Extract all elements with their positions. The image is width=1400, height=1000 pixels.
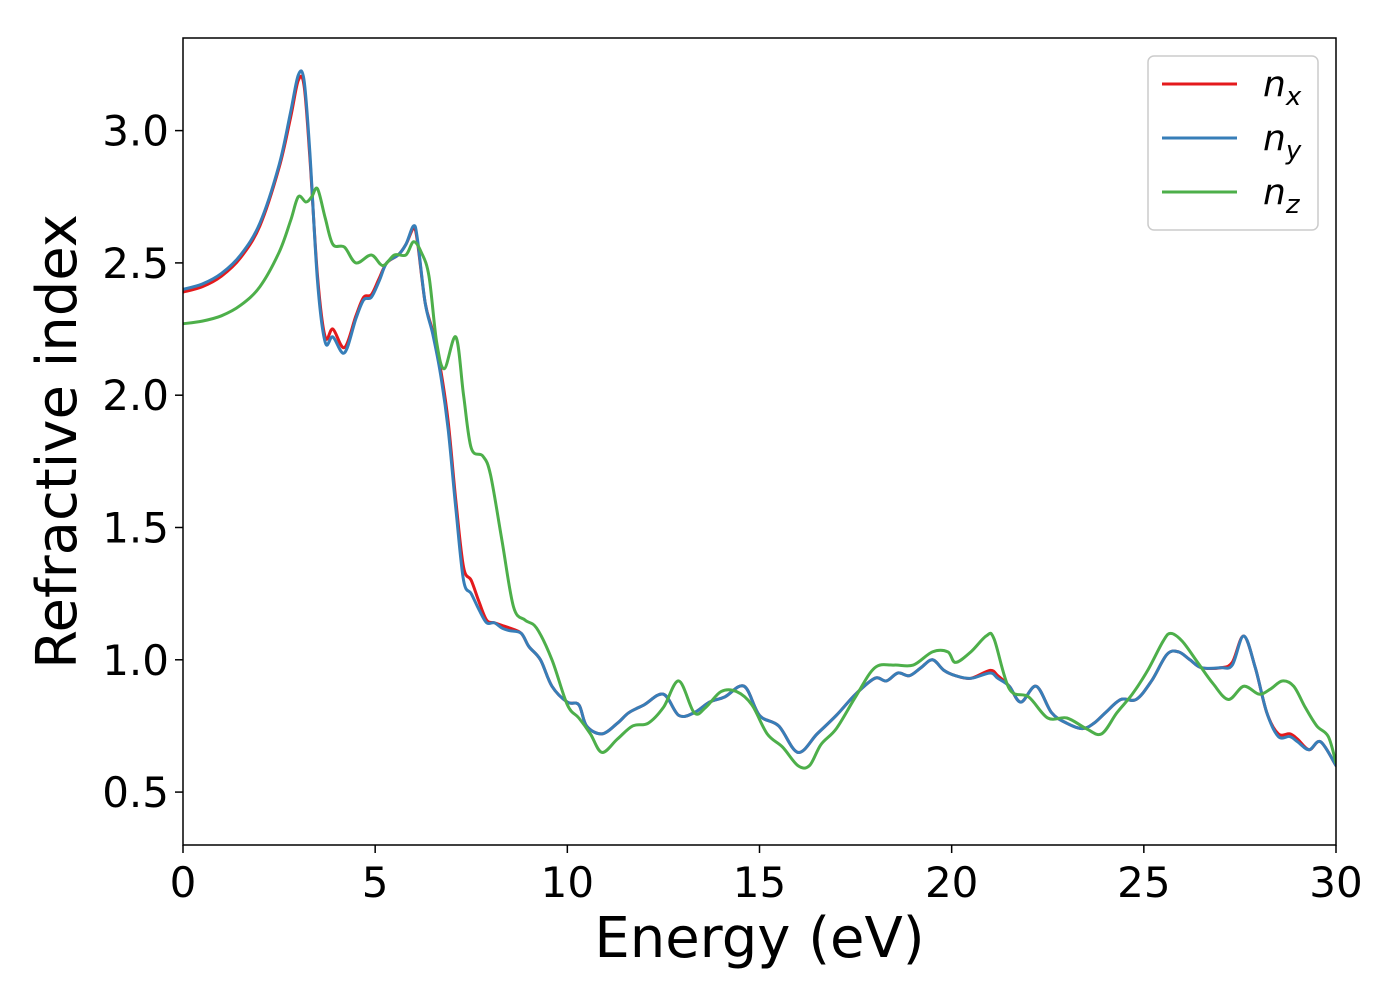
x-tick-label: 5 xyxy=(362,858,389,907)
y-axis-title: Refractive index xyxy=(25,214,90,669)
legend-label-x: nx xyxy=(1263,64,1302,112)
x-axis-title: Energy (eV) xyxy=(594,906,924,971)
y-tick-label: 1.0 xyxy=(102,636,169,685)
x-tick-label: 10 xyxy=(541,858,594,907)
x-tick-label: 0 xyxy=(170,858,197,907)
x-tick-label: 25 xyxy=(1117,858,1170,907)
x-tick-label: 30 xyxy=(1309,858,1362,907)
y-tick-label: 3.0 xyxy=(102,107,169,156)
y-axis-ticks: 0.5 1.0 1.5 2.0 2.5 3.0 xyxy=(102,107,183,817)
legend-box xyxy=(1147,55,1319,231)
y-tick-label: 2.5 xyxy=(102,239,169,288)
x-tick-label: 20 xyxy=(925,858,978,907)
legend-label-y: ny xyxy=(1263,118,1302,166)
x-axis-ticks: 0 5 10 15 20 25 30 xyxy=(170,845,1363,907)
y-tick-label: 0.5 xyxy=(102,768,169,817)
y-tick-label: 1.5 xyxy=(102,503,169,552)
series-line-y xyxy=(183,69,1336,768)
x-tick-label: 15 xyxy=(733,858,786,907)
legend: nx ny nz xyxy=(1147,55,1319,231)
legend-label-z: nz xyxy=(1263,172,1301,220)
series-line-z xyxy=(183,186,1336,770)
y-tick-label: 2.0 xyxy=(102,371,169,420)
series-layer xyxy=(183,69,1336,770)
